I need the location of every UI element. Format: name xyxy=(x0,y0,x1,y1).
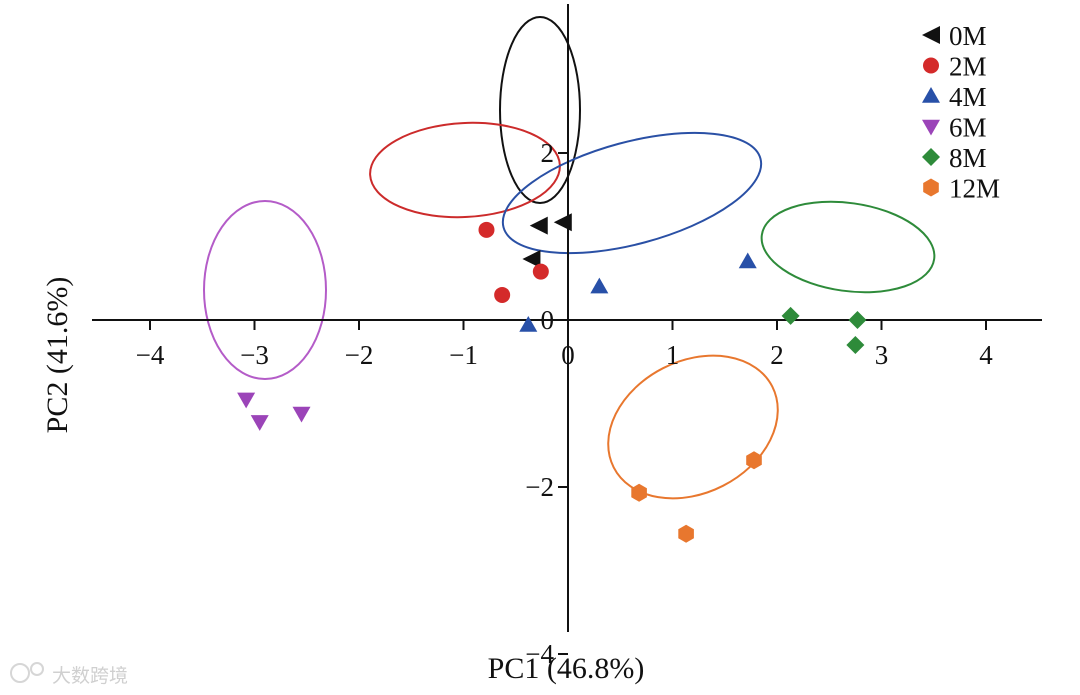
ellipse-12m xyxy=(607,354,779,500)
x-tick-label: 1 xyxy=(666,340,680,370)
legend-label-4m: 4M xyxy=(949,82,987,112)
x-tick-label: 3 xyxy=(875,340,889,370)
x-tick-label: 4 xyxy=(979,340,993,370)
y-tick-label: −4 xyxy=(525,639,554,669)
ellipse-0m xyxy=(499,16,581,204)
point-12m xyxy=(631,483,647,502)
point-6m xyxy=(292,406,311,423)
legend-marker-8m xyxy=(922,148,940,166)
point-2m xyxy=(532,263,549,280)
y-tick-label: 0 xyxy=(541,305,555,335)
watermark-logo-icon xyxy=(10,663,30,683)
point-12m xyxy=(678,524,694,543)
watermark-text: 大数跨境 xyxy=(52,665,128,687)
point-4m xyxy=(519,316,538,332)
ellipse-6m xyxy=(203,200,327,380)
x-tick-label: −2 xyxy=(345,340,374,370)
point-0m xyxy=(553,213,572,232)
point-8m xyxy=(848,311,867,329)
legend-label-8m: 8M xyxy=(949,143,987,173)
y-tick-label: −2 xyxy=(525,472,554,502)
watermark-logo-dot-icon xyxy=(30,662,44,676)
legend-marker-6m xyxy=(922,119,940,136)
point-6m xyxy=(250,415,269,431)
point-2m xyxy=(478,221,495,238)
ellipse-2m xyxy=(369,121,561,219)
legend-label-6m: 6M xyxy=(949,113,987,143)
legend-marker-12m xyxy=(923,178,939,197)
confidence-ellipses xyxy=(203,16,936,500)
y-tick-label: 2 xyxy=(541,138,555,168)
point-0m xyxy=(529,216,548,235)
point-6m xyxy=(237,392,256,409)
x-tick-label: 0 xyxy=(561,340,575,370)
x-axis-title: PC1 (46.8%) xyxy=(488,652,645,685)
legend-label-0m: 0M xyxy=(949,21,987,51)
y-axis-title: PC2 (41.6%) xyxy=(41,277,74,434)
x-tick-label: 2 xyxy=(770,340,784,370)
point-2m xyxy=(494,286,511,303)
point-4m xyxy=(738,252,757,269)
watermark: 大数跨境 xyxy=(10,662,128,687)
x-tick-label: −4 xyxy=(136,340,165,370)
point-8m xyxy=(846,336,865,355)
data-points xyxy=(237,213,867,543)
legend-marker-0m xyxy=(922,26,940,44)
x-tick-label: −1 xyxy=(449,340,478,370)
legend-label-2m: 2M xyxy=(949,52,987,82)
ellipse-8m xyxy=(760,200,936,294)
point-12m xyxy=(746,451,762,470)
point-8m xyxy=(781,306,800,325)
x-tick-label: −3 xyxy=(240,340,269,370)
legend-marker-2m xyxy=(923,57,939,74)
legend-label-12m: 12M xyxy=(949,174,1000,204)
legend-marker-4m xyxy=(922,87,940,103)
axes: −4 −3 −2 −1 0 1 2 3 4 2 0 −2 −4 xyxy=(92,4,1042,669)
ellipse-4m xyxy=(501,131,763,255)
point-4m xyxy=(590,277,609,294)
point-0m xyxy=(522,250,541,269)
